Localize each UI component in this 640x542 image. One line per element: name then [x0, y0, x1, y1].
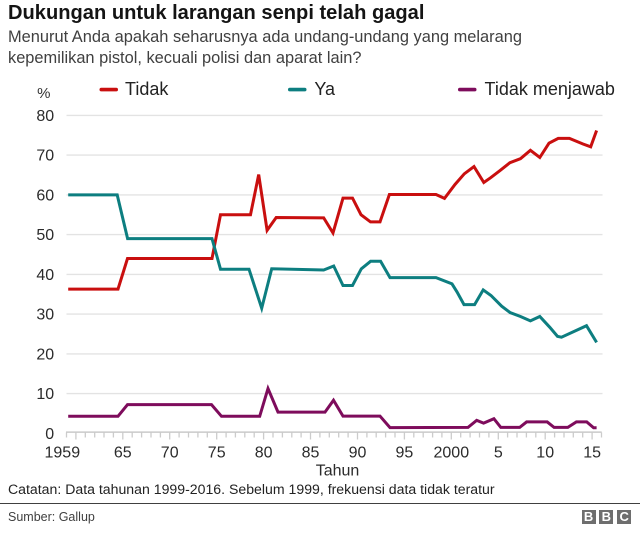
svg-text:Ya: Ya: [314, 79, 336, 99]
svg-text:2000: 2000: [434, 445, 470, 462]
svg-text:5: 5: [494, 445, 503, 462]
svg-text:65: 65: [114, 445, 132, 462]
svg-text:0: 0: [45, 426, 54, 443]
svg-text:Tahun: Tahun: [316, 463, 360, 480]
svg-text:15: 15: [583, 445, 601, 462]
svg-text:1959: 1959: [45, 445, 81, 462]
svg-text:80: 80: [36, 108, 54, 125]
svg-text:10: 10: [536, 445, 554, 462]
svg-text:Tidak: Tidak: [125, 79, 169, 99]
svg-text:50: 50: [36, 227, 54, 244]
svg-text:80: 80: [255, 445, 273, 462]
svg-text:70: 70: [161, 445, 179, 462]
svg-text:Tidak menjawab: Tidak menjawab: [485, 79, 615, 99]
svg-text:85: 85: [302, 445, 320, 462]
svg-text:20: 20: [36, 346, 54, 363]
svg-text:30: 30: [36, 307, 54, 324]
svg-text:75: 75: [208, 445, 226, 462]
svg-text:60: 60: [36, 187, 54, 204]
svg-text:40: 40: [36, 267, 54, 284]
svg-text:70: 70: [36, 148, 54, 165]
svg-text:90: 90: [349, 445, 367, 462]
svg-text:%: %: [37, 85, 50, 102]
svg-text:95: 95: [396, 445, 414, 462]
svg-text:10: 10: [36, 386, 54, 403]
